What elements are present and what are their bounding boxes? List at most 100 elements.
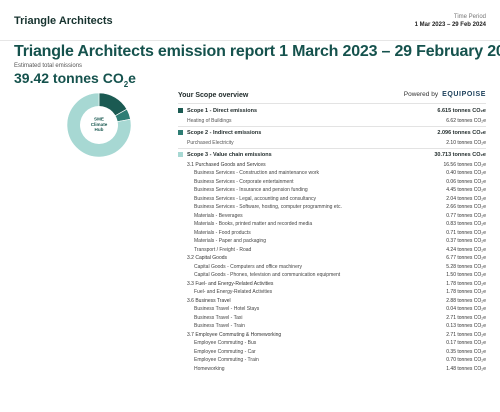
emission-item-row: Business Services - Corporate entertainm… — [178, 178, 486, 187]
scope-color-swatch — [178, 130, 183, 135]
donut-hole — [80, 106, 118, 144]
scope-color-swatch — [178, 108, 183, 113]
total-emissions-number: 39.42 tonnes CO — [14, 70, 124, 86]
time-period-value: 1 Mar 2023 – 29 Feb 2024 — [414, 22, 486, 28]
row-value: 1.48 tonnes CO₂e — [446, 365, 486, 372]
report-title: Triangle Architects emission report 1 Ma… — [14, 43, 500, 60]
report-header: Triangle Architects Time Period 1 Mar 20… — [0, 0, 500, 41]
row-label: Scope 1 - Direct emissions — [187, 108, 257, 114]
donut-center-line-3: Hub — [95, 127, 104, 132]
row-value: 6.77 tonnes CO₂e — [446, 255, 486, 261]
emission-item-row: Fuel- and Energy-Related Activities 1.78 … — [178, 288, 486, 297]
scope-donut-chart: SME Climate Hub — [66, 92, 132, 158]
row-label: Heating of Buildings — [187, 117, 232, 124]
donut-center-line-1: SME — [94, 117, 104, 122]
time-period-label: Time Period — [453, 14, 486, 20]
row-value: 6.62 tonnes CO₂e — [446, 117, 486, 124]
emission-item-row: Business Travel - Taxi 2.71 tonnes CO₂e — [178, 314, 486, 323]
row-label: 3.7 Employee Commuting & Homeworking — [187, 331, 282, 338]
row-label: Capital Goods - Computers and office mac… — [194, 263, 303, 270]
emission-item-row: Business Services - Insurance and pensio… — [178, 186, 486, 195]
emission-item-row: Capital Goods - Computers and office mac… — [178, 263, 486, 272]
row-value: 4.45 tonnes CO₂e — [446, 187, 486, 193]
row-value: 0.13 tonnes CO₂e — [446, 323, 486, 329]
row-label: Fuel- and Energy-Related Activities — [194, 289, 273, 295]
row-label: Scope 3 - Value chain emissions — [187, 152, 272, 158]
emission-item-row: Employee Commuting - Train 0.70 tonnes CO… — [178, 356, 486, 365]
scope-divider — [178, 126, 486, 127]
row-label: 3.6 Business Travel — [187, 297, 231, 304]
row-value: 2.10 tonnes CO₂e — [446, 139, 486, 146]
overview-divider — [178, 103, 486, 104]
row-label: Employee Commuting - Bus — [194, 340, 257, 346]
category-row: 3.2 Capital Goods 6.77 tonnes CO₂e — [178, 254, 486, 263]
row-value: 0.71 tonnes CO₂e — [446, 229, 486, 236]
scope-overview-title: Your Scope overview — [178, 92, 249, 99]
scope-source-row: Purchased Electricity 2.10 tonnes CO₂e — [178, 139, 486, 148]
row-value: 2.71 tonnes CO₂e — [446, 314, 486, 321]
row-value: 1.78 tonnes CO₂e — [446, 289, 486, 295]
row-value: 4.24 tonnes CO₂e — [446, 246, 486, 253]
category-row: 3.1 Purchased Goods and Services 16.56 to… — [178, 161, 486, 170]
row-value: 0.70 tonnes CO₂e — [446, 357, 486, 363]
row-value: 6.615 tonnes CO₂e — [437, 108, 486, 114]
emission-item-row: Business Services - Software, hosting, c… — [178, 203, 486, 212]
total-emissions-value: 39.42 tonnes CO2e — [14, 70, 136, 89]
emission-item-row: Business Travel - Train 0.13 tonnes CO₂e — [178, 322, 486, 331]
row-label: Business Services - Construction and mai… — [194, 170, 320, 176]
row-label: Transport / Freight - Road — [194, 246, 252, 253]
donut-center-line-2: Climate — [91, 122, 108, 127]
row-label: Business Services - Corporate entertainm… — [194, 178, 294, 185]
row-value: 2.66 tonnes CO₂e — [446, 204, 486, 210]
row-label: Materials - Beverages — [194, 212, 243, 219]
row-label: 3.2 Capital Goods — [187, 255, 228, 261]
row-value: 5.28 tonnes CO₂e — [446, 263, 486, 270]
row-value: 1.78 tonnes CO₂e — [446, 280, 486, 287]
emission-item-row: Business Travel - Hotel Stays 0.04 tonnes… — [178, 305, 486, 314]
row-value: 0.37 tonnes CO₂e — [446, 238, 486, 244]
row-value: 0.17 tonnes CO₂e — [446, 340, 486, 346]
row-label: 3.1 Purchased Goods and Services — [187, 161, 266, 168]
row-label: Purchased Electricity — [187, 139, 234, 146]
row-label: Business Travel - Train — [194, 323, 245, 329]
row-value: 0.83 tonnes CO₂e — [446, 221, 486, 227]
row-value: 2.04 tonnes CO₂e — [446, 195, 486, 202]
row-value: 1.50 tonnes CO₂e — [446, 272, 486, 278]
company-name: Triangle Architects — [14, 15, 113, 27]
emission-item-row: Materials - Food products 0.71 tonnes CO₂… — [178, 229, 486, 238]
row-label: Materials - Books, printed matter and re… — [194, 221, 313, 227]
row-label: Materials - Food products — [194, 229, 251, 236]
row-label: Homeworking — [194, 365, 225, 372]
emission-item-row: Materials - Books, printed matter and re… — [178, 220, 486, 229]
emission-item-row: Employee Commuting - Car 0.35 tonnes CO₂e — [178, 348, 486, 357]
row-value: 2.71 tonnes CO₂e — [446, 331, 486, 338]
row-label: Business Travel - Hotel Stays — [194, 306, 260, 312]
category-row: 3.6 Business Travel 2.88 tonnes CO₂e — [178, 297, 486, 306]
equipoise-logo: EQUIPOISE — [442, 91, 486, 98]
scope-divider — [178, 148, 486, 149]
row-value: 0.04 tonnes CO₂e — [446, 306, 486, 312]
scope-row: Scope 3 - Value chain emissions 30.713 to… — [178, 151, 486, 160]
powered-by: Powered by EQUIPOISE — [404, 91, 486, 98]
row-label: 3.3 Fuel- and Energy-Related Activities — [187, 280, 274, 287]
row-value: 0.77 tonnes CO₂e — [446, 212, 486, 219]
total-emissions-label: Estimated total emissions — [14, 63, 83, 69]
row-value: 2.88 tonnes CO₂e — [446, 297, 486, 304]
scope-source-row: Heating of Buildings 6.62 tonnes CO₂e — [178, 117, 486, 126]
row-value: 16.56 tonnes CO₂e — [443, 161, 486, 168]
scope-row: Scope 1 - Direct emissions 6.615 tonnes C… — [178, 107, 486, 116]
row-value: 0.35 tonnes CO₂e — [446, 348, 486, 355]
row-label: Employee Commuting - Car — [194, 348, 256, 355]
total-emissions-subscript: 2 — [123, 79, 129, 89]
row-label: Business Services - Insurance and pensio… — [194, 187, 308, 193]
row-label: Scope 2 - Indirect emissions — [187, 130, 262, 136]
row-value: 30.713 tonnes CO₂e — [434, 152, 486, 158]
scope-color-swatch — [178, 152, 183, 157]
row-label: Business Travel - Taxi — [194, 314, 243, 321]
emission-item-row: Materials - Beverages 0.77 tonnes CO₂e — [178, 212, 486, 221]
category-row: 3.7 Employee Commuting & Homeworking 2.71… — [178, 331, 486, 340]
emission-item-row: Business Services - Legal, accounting an… — [178, 195, 486, 204]
emission-item-row: Employee Commuting - Bus 0.17 tonnes CO₂e — [178, 339, 486, 348]
emission-item-row: Transport / Freight - Road 4.24 tonnes CO… — [178, 246, 486, 255]
row-label: Capital Goods - Phones, television and c… — [194, 272, 341, 278]
